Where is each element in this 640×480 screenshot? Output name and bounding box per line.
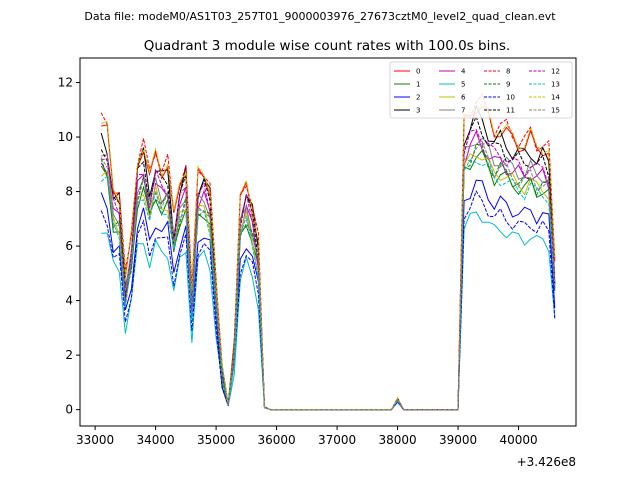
y-tick-label: 6 (65, 239, 73, 253)
y-tick-label: 12 (58, 76, 73, 90)
x-axis: 33000 34000 35000 36000 37000 38000 39000 40000 (76, 426, 538, 447)
series-line-15 (100, 140, 556, 411)
legend-label: 4 (461, 68, 466, 76)
figure-suptitle: Data file: modeM0/AS1T03_257T01_90000039… (84, 10, 556, 23)
x-tick-label: 37000 (318, 433, 356, 447)
x-tick-label: 36000 (257, 433, 295, 447)
legend-label: 14 (551, 94, 560, 102)
legend-label: 15 (551, 107, 560, 115)
axes-frame (79, 57, 577, 427)
y-axis: 0 2 4 6 8 10 12 (58, 76, 80, 417)
series-line-5 (101, 211, 556, 411)
y-tick-label: 0 (65, 403, 73, 417)
x-axis-offset-label: +3.426e8 (517, 455, 576, 469)
legend-label: 6 (461, 94, 466, 102)
legend-label: 8 (506, 68, 510, 76)
legend-label: 0 (416, 68, 420, 76)
series-group (100, 92, 556, 411)
y-tick-label: 2 (65, 348, 73, 362)
series-line-14 (101, 102, 556, 411)
legend-box (389, 61, 573, 119)
legend-label: 10 (506, 94, 515, 102)
legend-label: 7 (461, 107, 465, 115)
legend-label: 5 (461, 81, 465, 89)
legend-label: 12 (551, 68, 560, 76)
legend-label: 2 (416, 94, 420, 102)
y-tick-label: 8 (65, 185, 73, 199)
legend-label: 13 (551, 81, 560, 89)
legend-label: 11 (506, 107, 515, 115)
x-tick-label: 35000 (197, 433, 235, 447)
chart-title: Quadrant 3 module wise count rates with … (144, 38, 510, 54)
x-tick-label: 33000 (76, 433, 114, 447)
series-line-3 (100, 104, 556, 411)
legend-label: 3 (416, 107, 420, 115)
x-tick-label: 39000 (439, 433, 477, 447)
x-tick-label: 34000 (137, 433, 175, 447)
legend-label: 9 (506, 81, 510, 89)
x-tick-label: 40000 (499, 433, 537, 447)
legend-label: 1 (416, 81, 420, 89)
y-tick-label: 10 (58, 130, 73, 144)
x-tick-label: 38000 (378, 433, 416, 447)
series-line-0 (101, 105, 556, 411)
y-tick-label: 4 (65, 294, 73, 308)
